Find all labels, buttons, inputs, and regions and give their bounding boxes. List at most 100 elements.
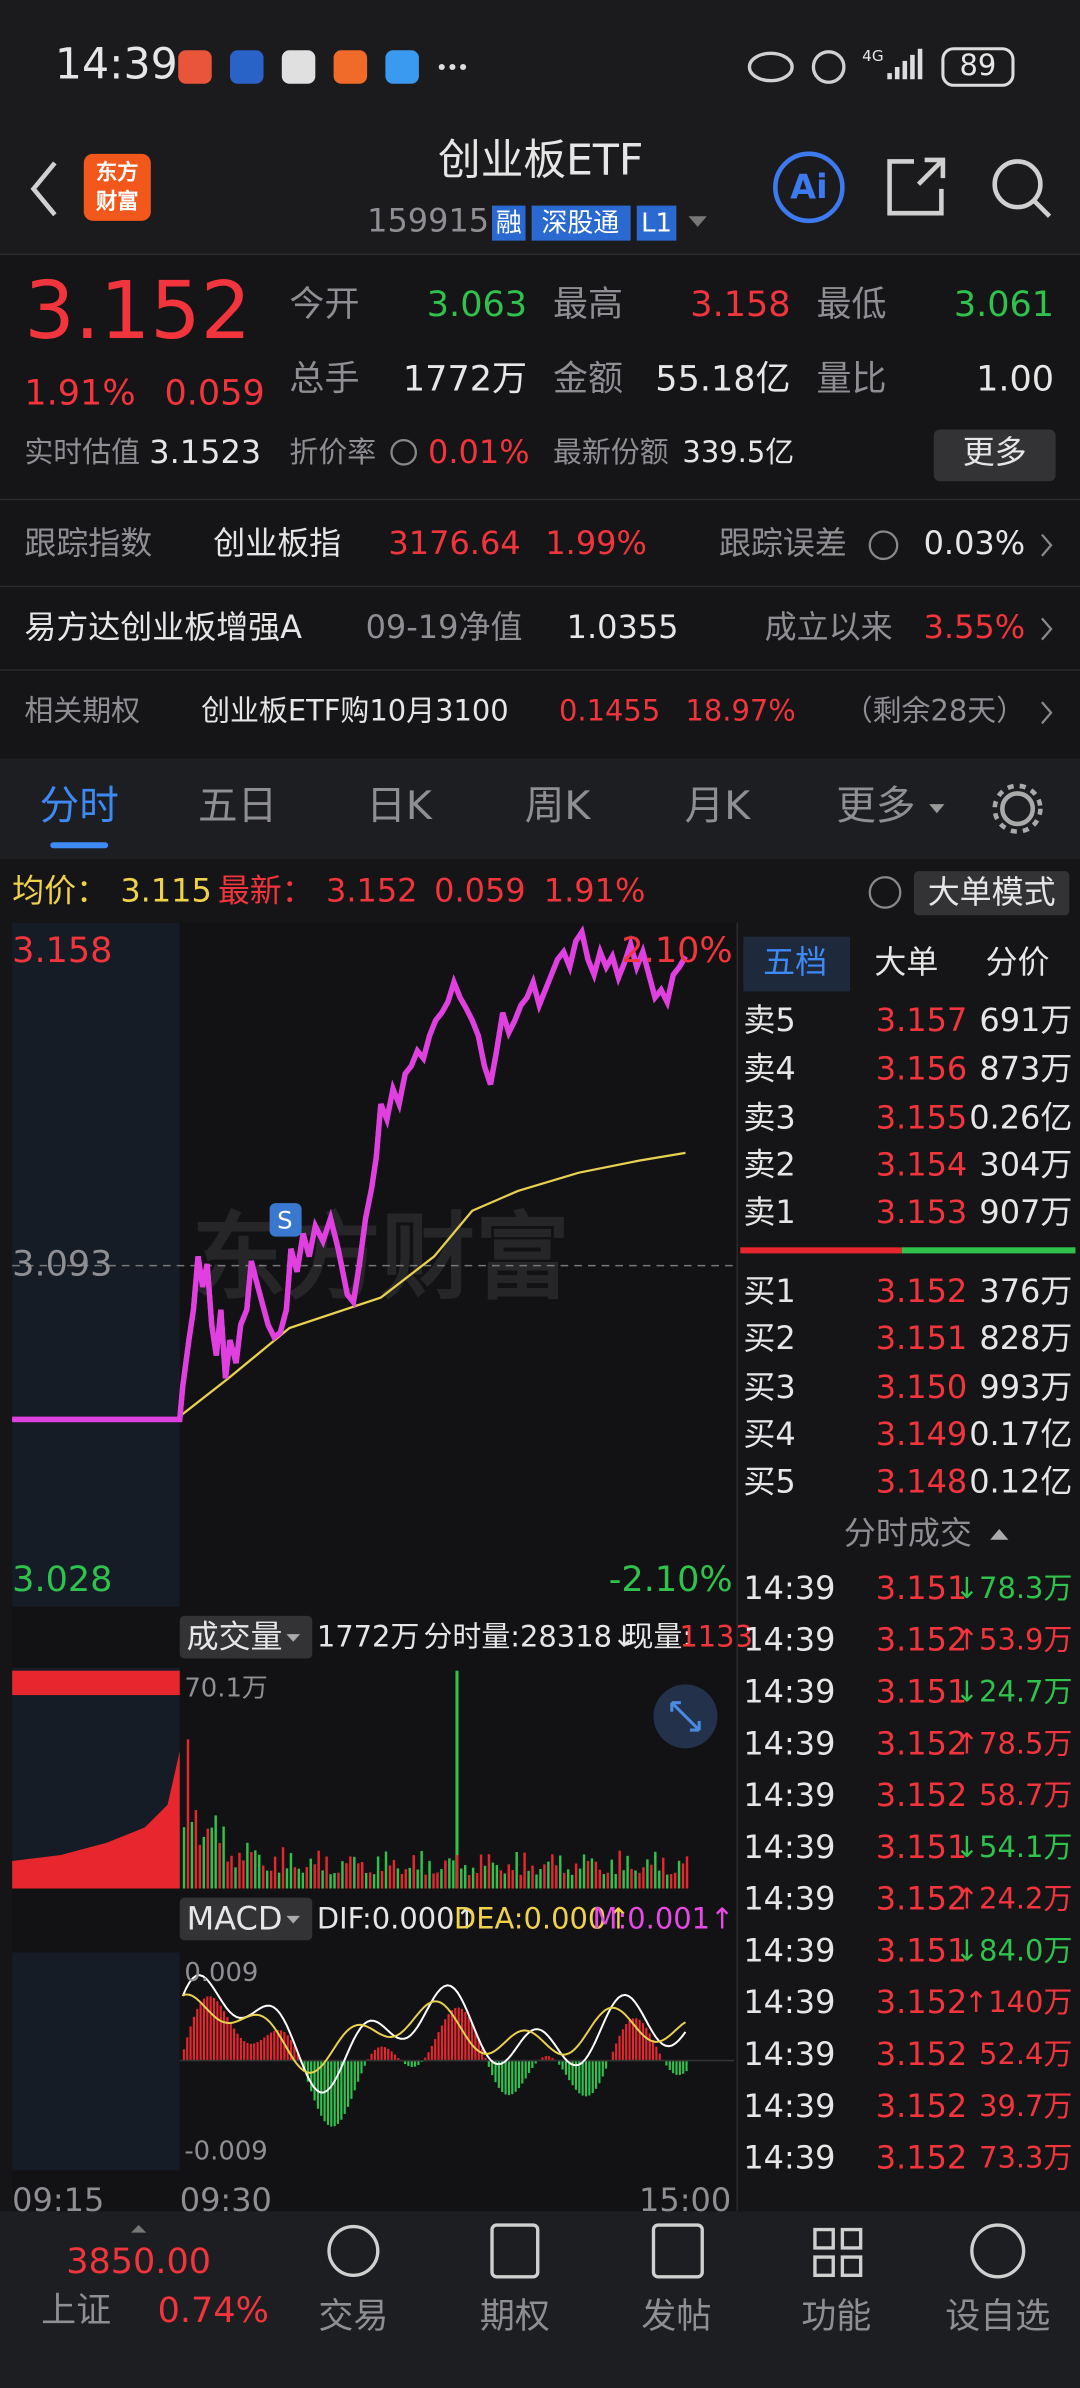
macd-bar	[390, 2051, 393, 2061]
volume-selector[interactable]	[179, 1615, 313, 1659]
badge	[531, 205, 631, 241]
mode-button[interactable]	[913, 871, 1070, 916]
volume-bar	[368, 1872, 372, 1889]
volume-current: 1133	[679, 1620, 753, 1654]
index-name: 上证	[41, 2290, 111, 2331]
volume-bar	[467, 1874, 471, 1889]
volume-bar	[206, 1828, 209, 1889]
book-tab[interactable]: 大单	[874, 943, 938, 981]
volume-bar	[677, 1860, 681, 1889]
back-button[interactable]	[30, 161, 57, 217]
last-change-pct: 1.91%	[544, 871, 646, 909]
macd-selector[interactable]	[179, 1897, 313, 1941]
tab[interactable]: 更多	[836, 783, 915, 829]
info-icon[interactable]	[390, 438, 417, 466]
mode-label: 大单模式	[928, 873, 1056, 911]
trade-time: 14:39	[743, 1621, 835, 1659]
trade-time: 14:39	[743, 2139, 835, 2177]
macd-bar	[625, 2024, 628, 2061]
chevrons[interactable]	[1041, 533, 1053, 725]
last-change: 0.059	[434, 871, 526, 909]
trade-time: 14:39	[743, 2087, 835, 2125]
book-tab[interactable]: 分价	[986, 943, 1050, 981]
book-level: 买2	[743, 1319, 795, 1357]
macd-bar	[651, 2039, 655, 2061]
help-icon[interactable]	[868, 876, 902, 909]
last-value: 3.152	[326, 871, 418, 909]
trade-volume: 73.3万	[979, 2141, 1072, 2175]
ai-button[interactable]	[773, 151, 845, 224]
tab[interactable]: 五日	[198, 783, 277, 829]
volume-bar	[242, 1860, 245, 1889]
index-change: 0.74%	[158, 2290, 269, 2331]
trade-price: 3.152	[876, 2035, 968, 2073]
book-tab[interactable]: 五档	[763, 943, 827, 981]
ai-label: Ai	[790, 167, 827, 206]
nav-items: 交易 期权 发帖 功能 设自选	[318, 2296, 1050, 2337]
volume-bar	[214, 1815, 217, 1889]
tab[interactable]: 分时	[40, 783, 119, 829]
volume-bar	[325, 1856, 328, 1889]
volume-area	[12, 1751, 180, 1889]
macd-bar	[484, 2058, 487, 2061]
search-button[interactable]	[992, 159, 1043, 210]
bid-ratio	[901, 1247, 1076, 1254]
book-level: 买1	[743, 1272, 795, 1310]
nav-icon	[651, 2223, 704, 2279]
macd-bar	[296, 2053, 299, 2061]
tab[interactable]: 月K	[685, 783, 752, 829]
book-price: 3.152	[876, 1272, 968, 1310]
trade-volume: ↑24.2万	[955, 1882, 1073, 1916]
volume-bar	[626, 1855, 629, 1889]
info-value: 3.55%	[924, 608, 1026, 646]
macd-bar	[196, 2008, 199, 2061]
macd-bar	[363, 2060, 366, 2066]
macd-top: 0.009	[184, 1958, 258, 1988]
dropdown[interactable]	[688, 216, 707, 227]
macd-bar	[336, 2060, 340, 2124]
macd-bar	[202, 1998, 206, 2061]
macd-bar	[648, 2033, 651, 2061]
macd-bottom: -0.009	[184, 2136, 267, 2166]
macd-bar	[437, 2032, 440, 2061]
volume-bar	[460, 1868, 463, 1889]
macd-bar	[360, 2060, 363, 2074]
avg-value: 3.115	[120, 871, 212, 909]
macd-bar	[628, 2020, 631, 2061]
volume-bar	[301, 1872, 305, 1889]
price-base: 3.093	[12, 1244, 112, 1285]
macd-bar	[259, 2039, 263, 2061]
macd-bar	[665, 2060, 668, 2066]
settings-button[interactable]	[1000, 791, 1036, 827]
volume-bar	[246, 1842, 249, 1889]
stat-value: 1.00	[976, 359, 1054, 400]
tab[interactable]: 周K	[525, 783, 592, 829]
badge	[492, 205, 526, 241]
volume-bar	[416, 1869, 419, 1889]
detail-value: 339.5亿	[682, 435, 794, 469]
share-button[interactable]	[887, 157, 946, 216]
book-price: 3.155	[876, 1098, 968, 1136]
volume-bar	[357, 1863, 360, 1889]
tab[interactable]: 日K	[366, 783, 433, 829]
macd-bar	[615, 2043, 618, 2061]
macd-bar	[474, 2031, 477, 2061]
macd-bar	[290, 2040, 293, 2061]
macd-bar	[199, 2002, 202, 2061]
info-icon[interactable]	[868, 530, 899, 561]
volume-bar	[499, 1870, 503, 1889]
macd-bar	[551, 2057, 554, 2061]
macd-bar	[229, 2022, 232, 2061]
more-button[interactable]	[933, 429, 1056, 482]
volume-bar	[669, 1874, 673, 1889]
dot	[449, 63, 456, 71]
trade-price: 3.152	[876, 1776, 968, 1814]
info-text: 创业板ETF购10月3100	[201, 694, 509, 728]
macd-bar	[223, 2011, 226, 2061]
volume-bar	[448, 1858, 451, 1889]
volume-bar	[511, 1870, 514, 1889]
trade-volume: ↓78.3万	[955, 1571, 1073, 1605]
volume-bar	[337, 1872, 340, 1889]
premarket-bg	[12, 1952, 180, 2171]
